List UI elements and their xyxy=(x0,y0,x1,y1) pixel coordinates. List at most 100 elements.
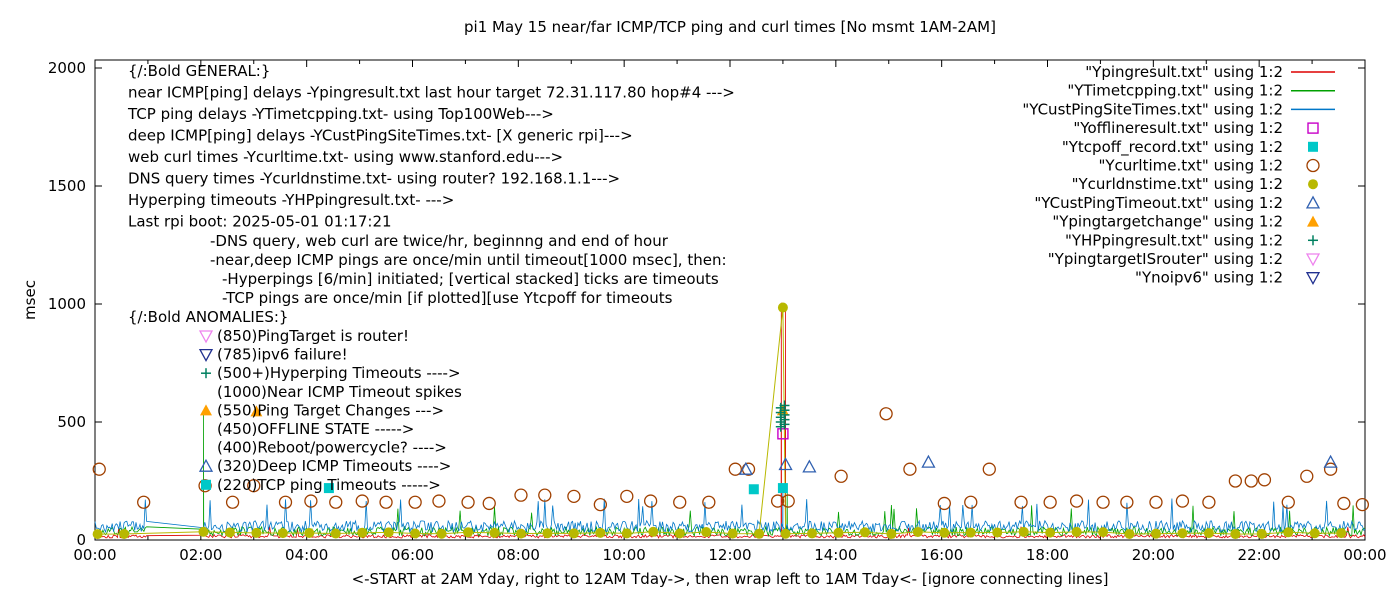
marker-open-circle xyxy=(379,495,393,509)
marker-open-circle xyxy=(964,495,978,509)
marker-filled-circle xyxy=(727,528,738,539)
marker-filled-circle xyxy=(383,527,394,538)
marker-open-circle xyxy=(834,469,848,483)
marker-open-circle xyxy=(355,494,369,508)
x-tick-label: 02:00 xyxy=(179,546,222,564)
marker-filled-circle xyxy=(251,527,262,538)
y-tick-label: 1500 xyxy=(48,177,86,195)
marker-open-circle xyxy=(1306,158,1320,173)
marker-open-circle xyxy=(225,495,240,509)
x-tick-label: 10:00 xyxy=(603,546,646,564)
marker-filled-circle xyxy=(119,528,130,539)
annotation-line: Hyperping timeouts -YHPpingresult.txt- -… xyxy=(128,191,454,209)
marker-filled-circle xyxy=(330,528,341,539)
annotation-line: DNS query times -Ycurldnstime.txt- using… xyxy=(128,170,620,188)
annotation-line: -near,deep ICMP pings are once/min until… xyxy=(210,251,727,269)
marker-filled-circle xyxy=(1283,527,1294,538)
annotation-line: deep ICMP[ping] delays -YCustPingSiteTim… xyxy=(128,127,633,145)
anomaly-line: (785)ipv6 failure! xyxy=(217,346,348,364)
legend-label: "YCustPingTimeout.txt" using 1:2 xyxy=(1034,194,1283,212)
x-tick-label: 16:00 xyxy=(920,546,963,564)
marker-open-triangle-down xyxy=(198,348,214,362)
marker-open-triangle-up xyxy=(1323,454,1338,468)
marker-filled-square xyxy=(201,479,211,490)
marker-filled-circle xyxy=(1336,528,1347,539)
marker-filled-circle xyxy=(595,527,606,538)
marker-open-circle xyxy=(1202,495,1216,509)
marker-open-circle xyxy=(1281,495,1295,509)
marker-open-circle xyxy=(482,496,496,511)
marker-open-triangle-up xyxy=(802,459,817,473)
marker-filled-circle xyxy=(1098,527,1109,538)
marker-filled-circle xyxy=(436,528,447,539)
x-tick-label: 08:00 xyxy=(497,546,540,564)
legend-label: "YHPpingresult.txt" using 1:2 xyxy=(1065,231,1283,249)
marker-filled-circle xyxy=(1308,179,1318,190)
marker-filled-triangle-up xyxy=(1307,215,1319,227)
anomaly-line: (850)PingTarget is router! xyxy=(217,327,409,345)
marker-open-circle xyxy=(1069,494,1084,508)
marker-open-circle xyxy=(1096,495,1110,509)
marker-open-circle xyxy=(1043,495,1057,509)
legend-label: "YTimetcpping.txt" using 1:2 xyxy=(1067,82,1283,100)
series-Ytcpoff_record.txt xyxy=(323,483,788,495)
marker-filled-circle xyxy=(648,526,659,537)
annotation-line: -TCP pings are once/min [if plotted][use… xyxy=(222,289,673,307)
marker-open-circle xyxy=(1355,497,1370,512)
legend-label: "Ypingtargetchange" using 1:2 xyxy=(1052,213,1283,231)
marker-open-circle xyxy=(1257,473,1272,487)
marker-filled-circle xyxy=(489,527,500,538)
marker-filled-circle xyxy=(859,527,870,538)
marker-open-circle xyxy=(1149,495,1163,509)
marker-filled-circle xyxy=(754,528,765,539)
annotation-line: -Hyperpings [6/min] initiated; [vertical… xyxy=(222,270,719,288)
marker-filled-circle xyxy=(780,528,791,539)
marker-filled-circle xyxy=(410,528,421,539)
marker-filled-circle xyxy=(939,527,950,538)
marker-filled-circle xyxy=(1045,527,1056,538)
series-Ycurldnstime.txt xyxy=(92,302,1347,540)
annotation-line: {/:Bold GENERAL:} xyxy=(128,62,270,80)
marker-open-circle xyxy=(1337,496,1351,511)
marker-filled-circle xyxy=(886,528,897,539)
marker-open-circle xyxy=(1244,474,1258,488)
marker-open-triangle-down xyxy=(198,330,214,344)
marker-open-circle xyxy=(593,497,608,512)
marker-filled-circle xyxy=(92,529,103,540)
marker-open-triangle-down xyxy=(1305,253,1321,267)
anomaly-line: (550)Ping Target Changes ---> xyxy=(217,401,444,419)
marker-filled-square xyxy=(1308,141,1318,152)
marker-open-circle xyxy=(137,495,151,509)
x-tick-label: 00:00 xyxy=(73,546,116,564)
marker-open-triangle-down xyxy=(1305,272,1321,286)
marker-filled-circle xyxy=(833,527,844,538)
marker-open-circle xyxy=(1323,462,1338,476)
marker-open-circle xyxy=(198,479,212,493)
series-YCustPingTimeout.txt xyxy=(738,454,1338,475)
legend-label: "Ycurldnstime.txt" using 1:2 xyxy=(1072,175,1283,193)
series-YCustPingSiteTimes.txt xyxy=(94,483,1366,534)
marker-filled-circle xyxy=(621,528,632,539)
marker-open-circle xyxy=(620,489,634,503)
marker-filled-circle xyxy=(1177,528,1188,539)
marker-open-circle xyxy=(702,495,716,509)
annotation-line: near ICMP[ping] delays -Ypingresult.txt … xyxy=(128,84,735,102)
marker-open-circle xyxy=(304,494,318,508)
marker-filled-circle xyxy=(542,528,553,539)
marker-open-triangle-up xyxy=(198,458,214,472)
legend-label: "Ycurltime.txt" using 1:2 xyxy=(1098,157,1283,175)
marker-filled-circle xyxy=(1256,528,1267,539)
annotation-line: Last rpi boot: 2025-05-01 01:17:21 xyxy=(128,213,392,231)
anomaly-line: (220)TCP ping Timeouts -----> xyxy=(217,476,441,494)
marker-filled-circle xyxy=(965,527,976,538)
marker-open-circle xyxy=(673,495,687,509)
marker-filled-triangle-up xyxy=(200,404,212,416)
marker-open-circle xyxy=(903,462,917,476)
marker-filled-circle xyxy=(463,527,474,538)
marker-open-triangle-up xyxy=(1305,195,1321,209)
marker-filled-circle xyxy=(1124,529,1135,540)
marker-filled-circle xyxy=(807,528,818,539)
annotations: {/:Bold GENERAL:} near ICMP[ping] delays … xyxy=(127,62,735,494)
marker-open-circle xyxy=(1228,474,1243,488)
legend: "Ypingresult.txt" using 1:2"YTimetcpping… xyxy=(1022,63,1335,287)
